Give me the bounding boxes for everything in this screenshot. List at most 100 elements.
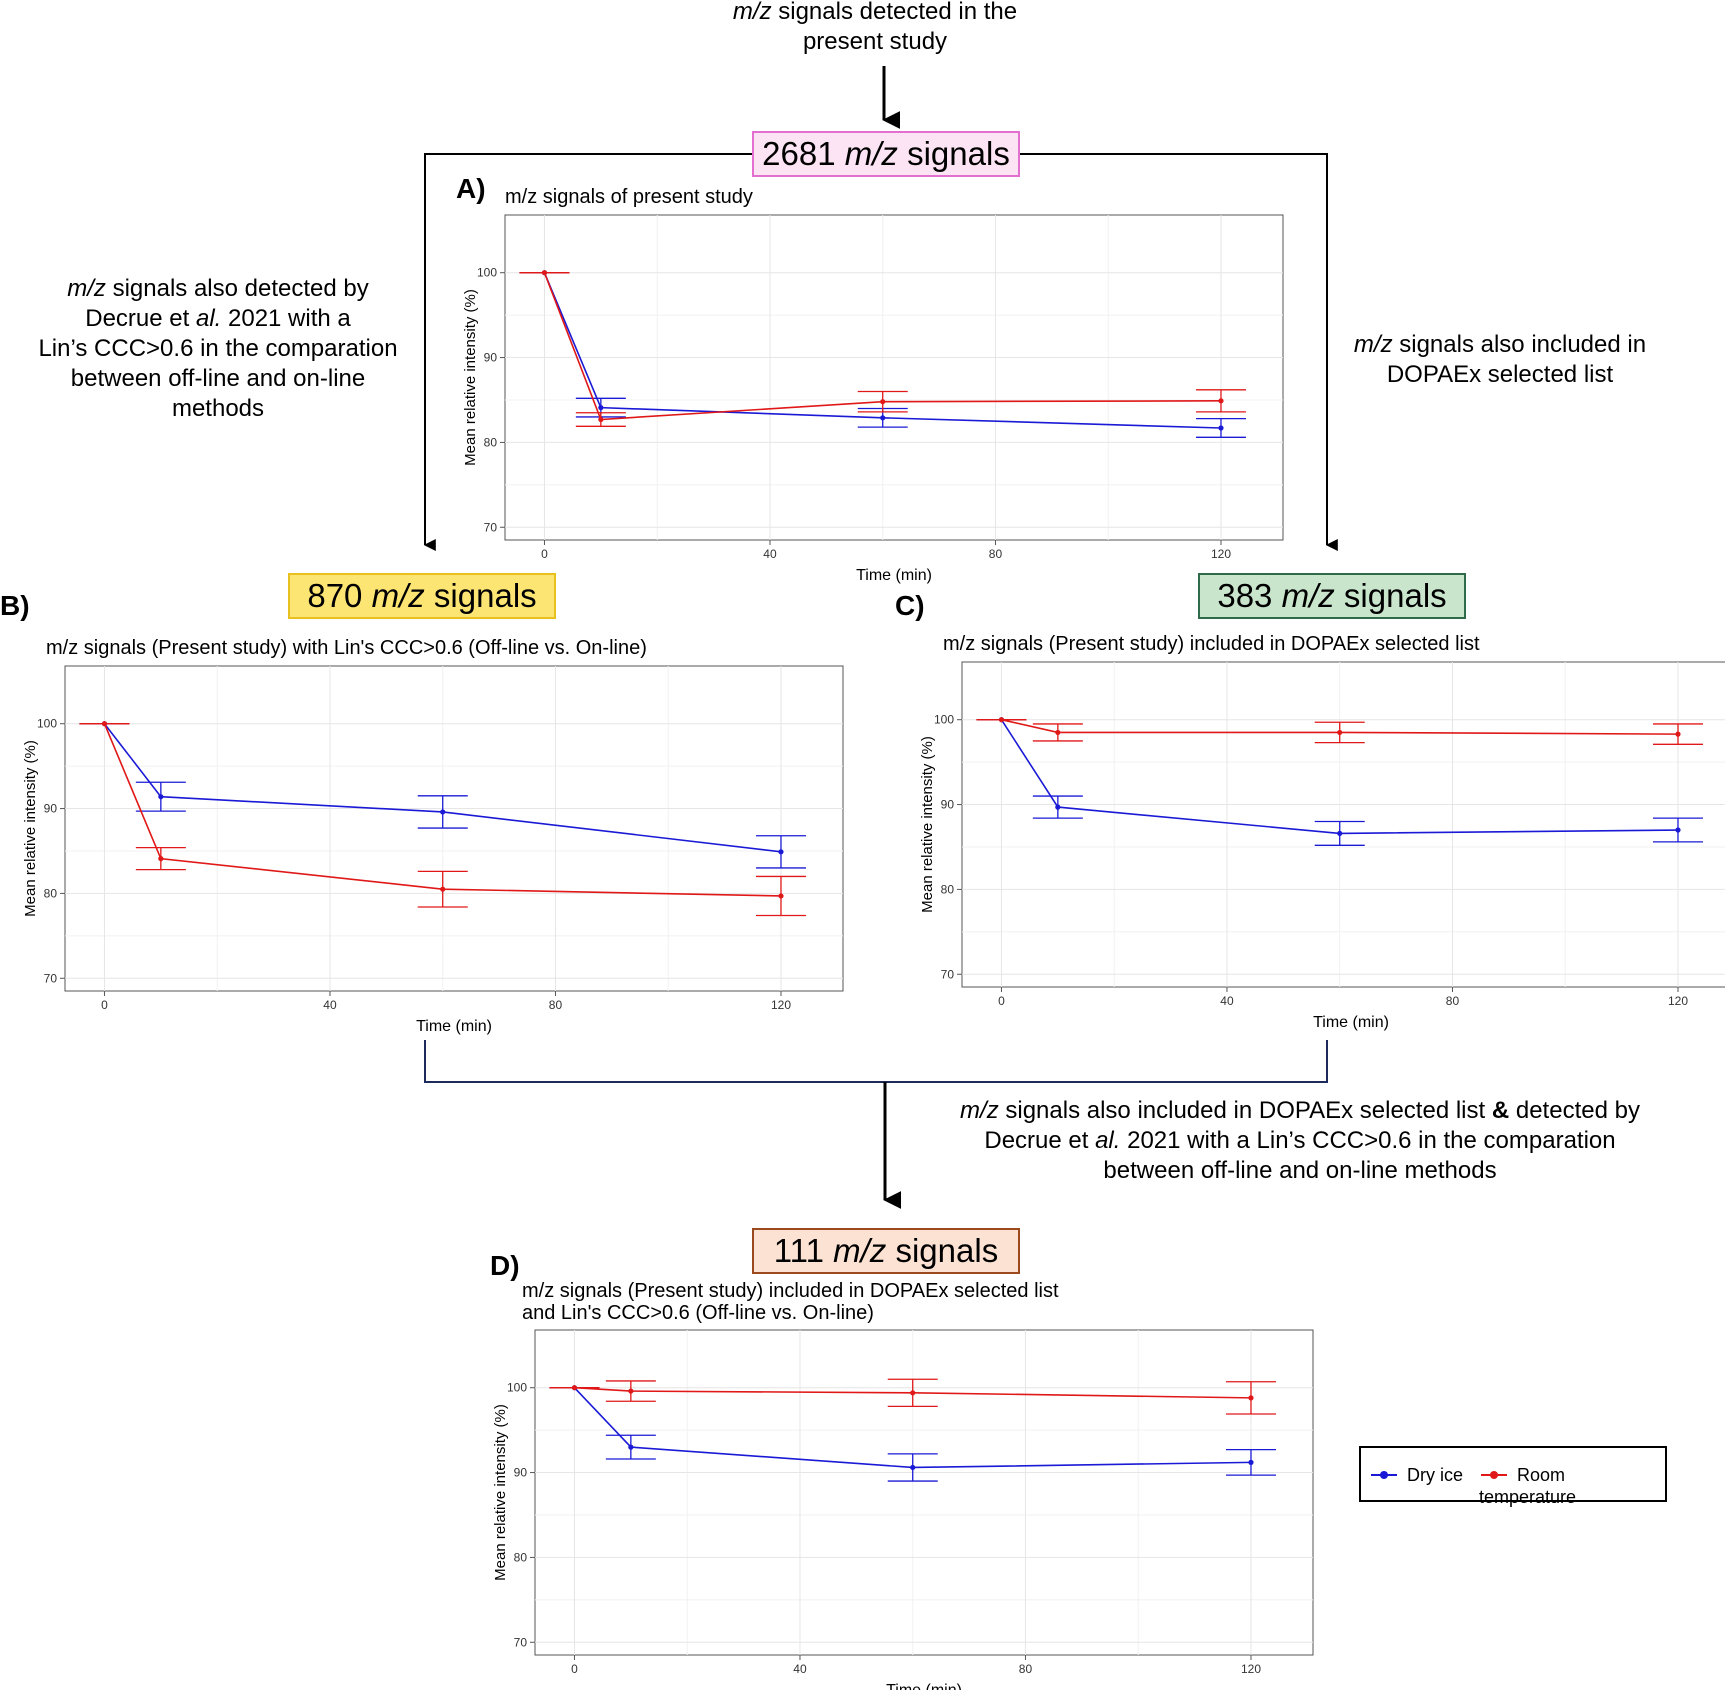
point-room-temperature-60 xyxy=(910,1390,916,1396)
point-room-temperature-120 xyxy=(778,893,784,899)
x-tick-label-40: 40 xyxy=(323,998,337,1012)
right-caption: m/z signals also included in DOPAEx sele… xyxy=(1353,331,1647,388)
point-room-temperature-0 xyxy=(541,270,548,276)
point-dry-ice-120 xyxy=(1248,1459,1254,1465)
point-room-temperature-60 xyxy=(1337,729,1343,736)
x-tick-label-40: 40 xyxy=(793,1662,807,1676)
legend: Dry ice Room temperature xyxy=(1359,1446,1667,1507)
y-tick-label-80: 80 xyxy=(514,1550,528,1564)
x-tick-label-120: 120 xyxy=(1668,994,1688,1008)
y-tick-label-70: 70 xyxy=(484,520,498,534)
y-tick-label-90: 90 xyxy=(484,351,498,365)
series-line-dry-ice xyxy=(543,272,1222,429)
y-tick-label-90: 90 xyxy=(44,802,58,816)
point-room-temperature-10 xyxy=(1055,729,1061,736)
series-line-dry-ice xyxy=(103,723,782,853)
legend-key-dry-ice xyxy=(1371,1471,1397,1479)
y-axis-label: Mean relative intensity (%) xyxy=(919,736,936,913)
point-dry-ice-60 xyxy=(880,415,886,421)
count-box-870: 870 m/z signals xyxy=(288,573,556,619)
point-room-temperature-10 xyxy=(158,856,164,862)
plot-panel xyxy=(534,1329,1314,1656)
panel-label-b: B) xyxy=(0,590,30,621)
y-tick-label-70: 70 xyxy=(941,967,955,981)
y-tick-label-70: 70 xyxy=(44,971,58,985)
chart-a: 0 40 80 120 70 80 90 100 Time (min) Mean relative… xyxy=(440,205,1284,584)
panel-title-a: m/z signals of present study xyxy=(505,186,753,208)
panel-title-c: m/z signals (Present study) included in … xyxy=(943,633,1480,655)
point-room-temperature-10 xyxy=(628,1388,634,1394)
x-tick-label-120: 120 xyxy=(771,998,791,1012)
point-room-temperature-0 xyxy=(998,717,1005,723)
point-room-temperature-10 xyxy=(598,416,604,423)
count-box-2681: 2681 m/z signals xyxy=(752,131,1020,177)
point-room-temperature-120 xyxy=(1248,1395,1254,1401)
x-tick-label-40: 40 xyxy=(763,547,777,561)
point-dry-ice-120 xyxy=(1218,425,1224,431)
y-axis-label: Mean relative intensity (%) xyxy=(492,1404,509,1581)
bottom-caption: m/z signals also included in DOPAEx sele… xyxy=(960,1097,1640,1184)
x-tick-label-0: 0 xyxy=(998,994,1005,1008)
point-room-temperature-0 xyxy=(571,1385,578,1391)
chart-d: 0 40 80 120 70 80 90 100 Time (min) Mean relative… xyxy=(470,1320,1314,1690)
x-axis-label: Time (min) xyxy=(886,1682,962,1690)
x-tick-label-120: 120 xyxy=(1211,547,1231,561)
series-line-dry-ice xyxy=(1000,719,1678,835)
point-room-temperature-120 xyxy=(1218,398,1224,404)
y-tick-label-80: 80 xyxy=(44,886,58,900)
x-tick-label-120: 120 xyxy=(1241,1662,1261,1676)
y-tick-label-70: 70 xyxy=(514,1635,528,1649)
point-dry-ice-120 xyxy=(778,849,784,855)
plot-panel xyxy=(504,214,1284,541)
legend-item-room-temperature: Room temperature xyxy=(1479,1465,1577,1507)
point-dry-ice-10 xyxy=(158,794,164,800)
x-tick-label-40: 40 xyxy=(1220,994,1234,1008)
panel-title-d: m/z signals (Present study) included in … xyxy=(522,1280,1059,1324)
panel-label-a: A) xyxy=(456,173,486,204)
plot-panel xyxy=(961,661,1725,988)
point-dry-ice-60 xyxy=(440,809,446,815)
y-tick-label-100: 100 xyxy=(37,717,57,731)
point-dry-ice-120 xyxy=(1675,827,1681,833)
x-tick-label-0: 0 xyxy=(541,547,548,561)
legend-key-room-temperature xyxy=(1481,1471,1507,1479)
x-axis-label: Time (min) xyxy=(1313,1014,1389,1031)
chart-c: 0 40 80 120 70 80 90 100 Time (min) Mean relative… xyxy=(897,652,1725,1031)
x-tick-label-80: 80 xyxy=(989,547,1003,561)
y-tick-label-80: 80 xyxy=(941,882,955,896)
count-box-111: 111 m/z signals xyxy=(752,1228,1020,1274)
y-tick-label-100: 100 xyxy=(477,266,497,280)
y-tick-label-100: 100 xyxy=(934,713,954,727)
y-axis-label: Mean relative intensity (%) xyxy=(22,740,39,917)
series-line-room-temperature xyxy=(1001,718,1678,735)
series-line-dry-ice xyxy=(573,1387,1251,1469)
y-axis-label: Mean relative intensity (%) xyxy=(462,289,479,466)
panel-label-c: C) xyxy=(895,590,925,621)
series-line-room-temperature xyxy=(103,723,782,897)
y-tick-label-100: 100 xyxy=(507,1381,527,1395)
legend-item-dry-ice: Dry ice xyxy=(1369,1464,1463,1486)
point-dry-ice-60 xyxy=(910,1464,916,1471)
x-tick-label-80: 80 xyxy=(1019,1662,1033,1676)
point-room-temperature-60 xyxy=(440,886,446,892)
left-caption: m/z signals also detected by Decrue et a… xyxy=(38,275,398,422)
y-tick-label-80: 80 xyxy=(484,435,498,449)
chart-b: 0 40 80 120 70 80 90 100 Time (min) Mean relative… xyxy=(0,656,844,1035)
series-line-room-temperature xyxy=(574,1386,1251,1399)
y-tick-label-90: 90 xyxy=(514,1466,528,1480)
point-room-temperature-120 xyxy=(1675,731,1681,737)
x-tick-label-0: 0 xyxy=(101,998,108,1012)
point-room-temperature-60 xyxy=(880,399,886,405)
x-axis-label: Time (min) xyxy=(416,1018,492,1035)
point-room-temperature-0 xyxy=(101,721,108,727)
x-axis-label: Time (min) xyxy=(856,567,932,584)
x-tick-label-80: 80 xyxy=(549,998,563,1012)
point-dry-ice-10 xyxy=(1055,804,1061,810)
point-dry-ice-10 xyxy=(628,1444,634,1450)
x-tick-label-80: 80 xyxy=(1446,994,1460,1008)
x-tick-label-0: 0 xyxy=(571,1662,578,1676)
point-dry-ice-10 xyxy=(598,405,604,411)
top-caption: m/z signals detected in the present stud… xyxy=(732,0,1018,55)
panel-label-d: D) xyxy=(490,1250,520,1281)
